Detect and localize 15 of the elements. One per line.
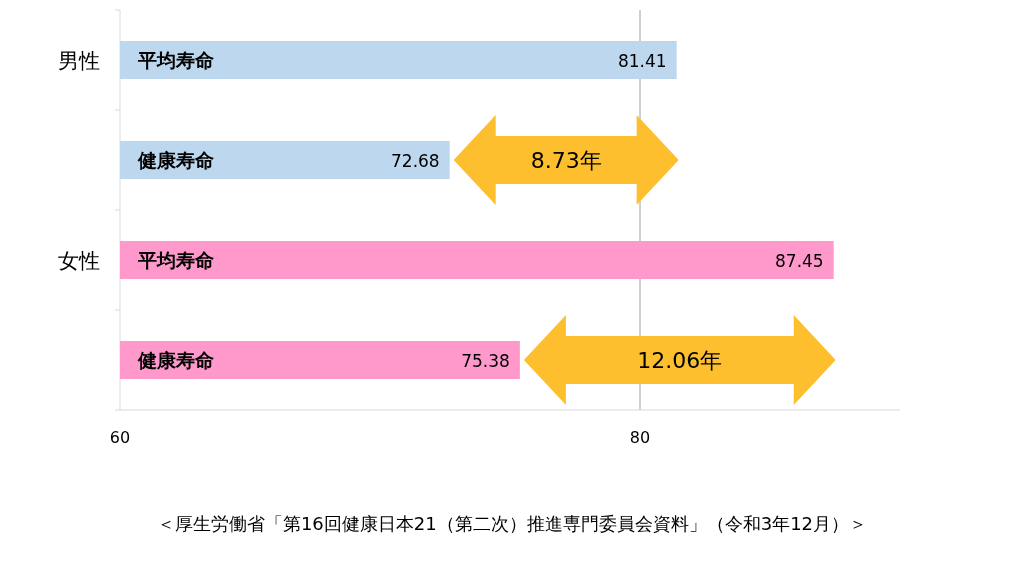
data-label: 87.45	[775, 251, 824, 271]
data-label: 75.38	[461, 351, 510, 371]
text: 女性	[58, 249, 100, 273]
y-tick-label: 平均寿命	[137, 49, 214, 71]
y-tick-label: 健康寿命	[137, 149, 214, 171]
text: ＜厚生労働省「第16回健康日本21（第二次）推進専門委員会資料」（令和3年12月）＞	[156, 513, 868, 534]
y-tick-label: 健康寿命	[137, 349, 214, 371]
data-label: 81.41	[617, 51, 667, 71]
x-tick-label: 60	[109, 428, 131, 447]
annotation: 8.73年	[530, 148, 602, 173]
y-tick-label: 平均寿命	[137, 249, 214, 271]
annotation: 12.06年	[637, 348, 723, 373]
x-tick-label: 80	[629, 428, 651, 447]
text: 男性	[58, 49, 100, 73]
data-label: 72.68	[391, 151, 440, 171]
